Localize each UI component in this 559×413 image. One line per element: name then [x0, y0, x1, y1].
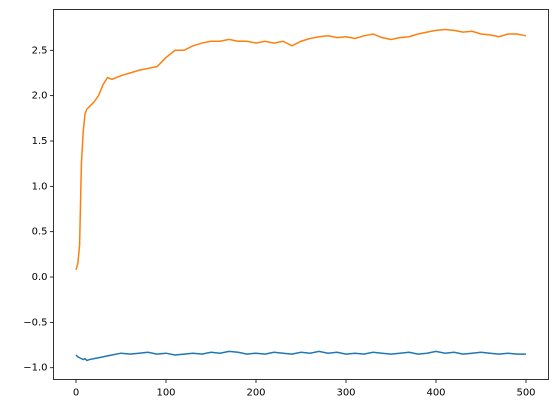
- x-tick-label: 400: [426, 388, 445, 399]
- y-tick-label: −1.0: [23, 363, 47, 374]
- y-tick-label: 0.0: [32, 272, 48, 283]
- x-tick-label: 200: [246, 388, 265, 399]
- y-tick-label: 2.5: [32, 45, 48, 56]
- x-tick-label: 500: [516, 388, 535, 399]
- y-tick-label: 1.0: [32, 181, 48, 192]
- plot-frame: [53, 9, 549, 380]
- data-line: [75, 28, 527, 270]
- y-tick-label: 0.5: [32, 227, 48, 238]
- data-line: [75, 350, 526, 362]
- y-tick-label: −0.5: [23, 317, 47, 328]
- y-tick-label: 1.5: [32, 136, 48, 147]
- x-tick-label: 100: [156, 388, 175, 399]
- y-tick-label: 2.0: [32, 91, 48, 102]
- x-tick-label: 0: [73, 388, 79, 399]
- x-tick-label: 300: [336, 388, 355, 399]
